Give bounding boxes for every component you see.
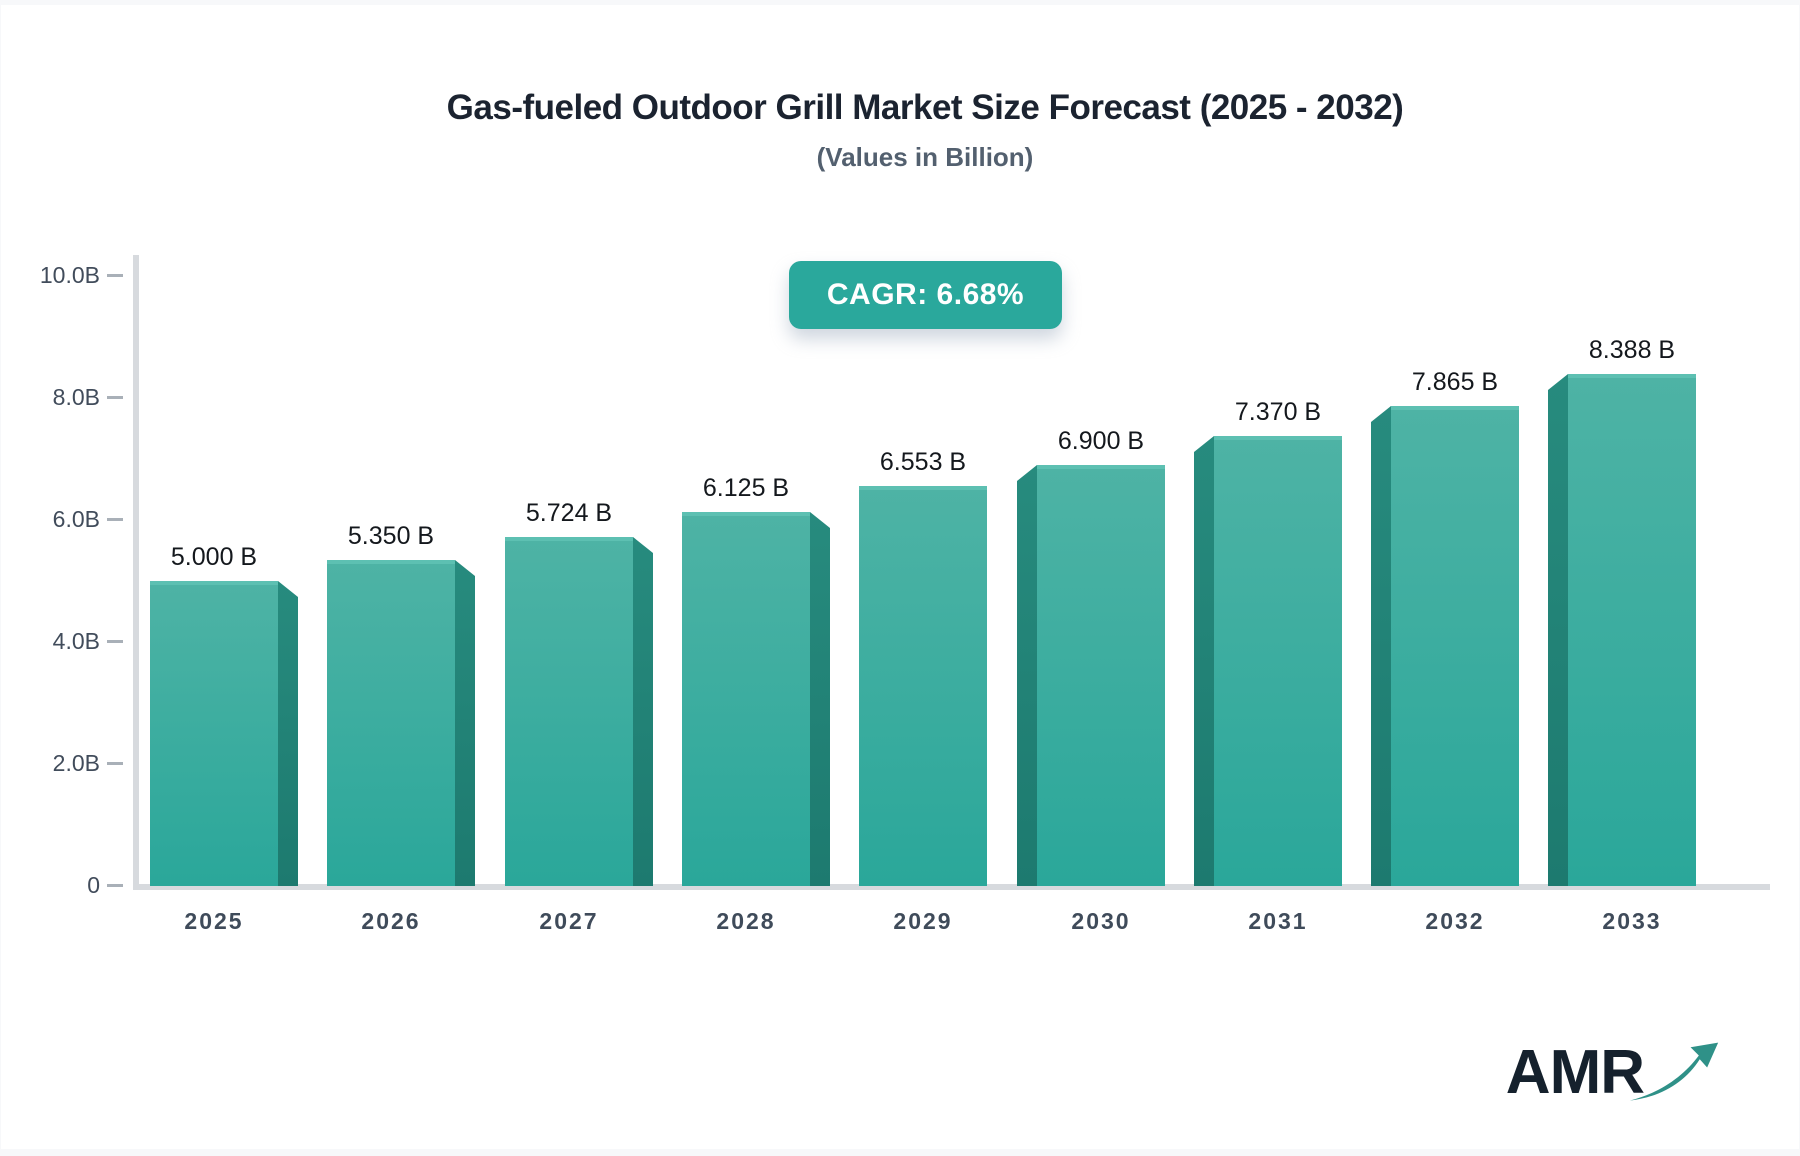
x-axis-label-2030: 2030	[1071, 908, 1131, 934]
bar-top-edge	[1214, 436, 1342, 440]
bar-top-edge	[1568, 374, 1696, 378]
bar-value-label: 6.900 B	[1057, 427, 1145, 455]
bar-3d-side	[278, 581, 298, 886]
x-axis-label-2032: 2032	[1425, 908, 1485, 934]
bar-2027[interactable]	[505, 537, 633, 886]
bar-value-label: 5.000 B	[170, 543, 258, 571]
amr-logo: AMR	[1506, 1038, 1720, 1104]
bar-3d-side	[455, 560, 475, 886]
bar-2025[interactable]	[150, 581, 278, 886]
y-tick-dash	[107, 396, 123, 399]
bar-value-label: 7.865 B	[1411, 368, 1499, 396]
bar-value-label: 6.553 B	[879, 448, 967, 476]
bar-top-edge	[505, 537, 633, 541]
x-axis-label-2033: 2033	[1602, 908, 1662, 934]
bar-top-edge	[682, 512, 810, 516]
bar-top-edge	[327, 560, 455, 564]
y-tick-dash	[107, 884, 123, 887]
bar-value-label: 6.125 B	[702, 474, 790, 502]
bar-top-edge	[1391, 406, 1519, 410]
bar-2033[interactable]	[1568, 374, 1696, 886]
bar-2032[interactable]	[1391, 406, 1519, 886]
bar-2030[interactable]	[1037, 465, 1165, 886]
x-axis-label-2031: 2031	[1248, 908, 1308, 934]
x-axis-label-2028: 2028	[716, 908, 776, 934]
x-axis-label-2027: 2027	[539, 908, 599, 934]
y-tick-label: 2.0B	[52, 750, 100, 776]
bar-value-label: 5.350 B	[347, 522, 435, 550]
chart-title: Gas-fueled Outdoor Grill Market Size For…	[446, 88, 1404, 127]
amr-logo-text: AMR	[1505, 1038, 1645, 1107]
y-tick-label: 10.0B	[39, 262, 100, 288]
bar-value-label: 5.724 B	[525, 499, 613, 527]
bar-3d-side	[633, 537, 653, 886]
y-tick-dash	[107, 518, 123, 521]
bar-2029[interactable]	[859, 486, 987, 886]
x-axis-label-2026: 2026	[361, 908, 421, 934]
bar-value-label: 7.370 B	[1234, 398, 1322, 426]
bar-3d-side	[1017, 465, 1037, 886]
y-tick-label: 6.0B	[52, 506, 100, 532]
chart-header: Gas-fueled Outdoor Grill Market Size For…	[50, 88, 1800, 173]
y-tick-dash	[107, 274, 123, 277]
y-tick-dash	[107, 640, 123, 643]
bar-3d-side	[1194, 436, 1214, 886]
cagr-badge: CAGR: 6.68%	[789, 261, 1062, 329]
bar-top-edge	[859, 486, 987, 490]
bar-2026[interactable]	[327, 560, 455, 886]
bar-3d-side	[810, 512, 830, 886]
growth-arrow-icon	[1629, 1042, 1719, 1101]
chart-subtitle: (Values in Billion)	[816, 142, 1034, 172]
x-axis-baseline	[133, 884, 1770, 890]
y-axis-line	[133, 255, 139, 890]
y-tick-label: 0	[87, 872, 100, 898]
bar-top-edge	[1037, 465, 1165, 469]
bar-2028[interactable]	[682, 512, 810, 886]
x-axis-label-2025: 2025	[184, 908, 244, 934]
y-tick-label: 8.0B	[52, 384, 100, 410]
y-tick-dash	[107, 762, 123, 765]
bar-value-label: 8.388 B	[1588, 336, 1676, 364]
bar-3d-side	[1548, 374, 1568, 886]
bar-3d-side	[1371, 406, 1391, 886]
bar-2031[interactable]	[1214, 436, 1342, 886]
bar-top-edge	[150, 581, 278, 585]
x-axis-label-2029: 2029	[893, 908, 953, 934]
y-tick-label: 4.0B	[52, 628, 100, 654]
